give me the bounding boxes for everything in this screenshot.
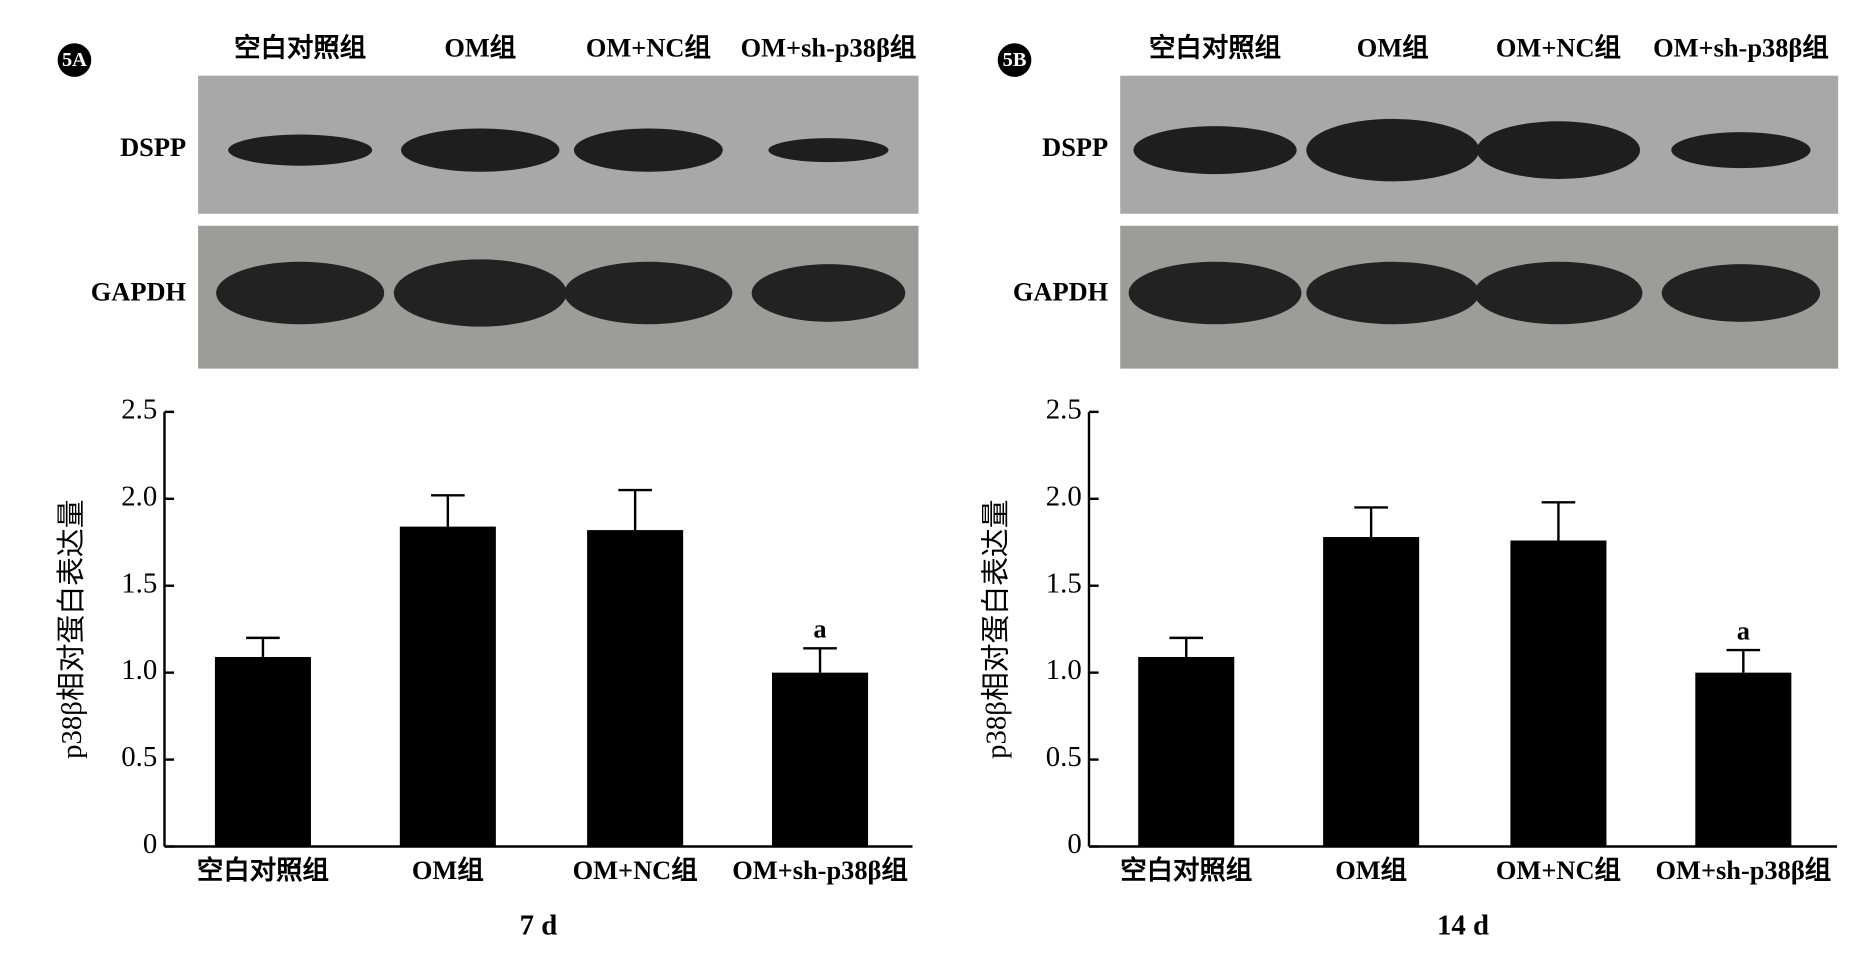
band [393,259,567,327]
band [1476,121,1641,179]
band [564,261,733,325]
panel-label: 5A [62,49,87,71]
panel-label-badge [997,43,1032,77]
y-tick-label: 2.0 [1046,480,1082,512]
y-tick-label: 0.5 [1046,741,1082,773]
lane-label: OM+sh-p38β组 [741,33,917,63]
x-tick-label: OM+sh-p38β组 [732,855,908,885]
band [1128,261,1302,325]
row-label: GAPDH [1013,276,1109,306]
x-tick-label: OM+NC组 [1496,855,1621,885]
band [1306,261,1480,325]
x-tick-label: OM组 [412,855,484,885]
error-bar [1726,648,1761,673]
band [1474,261,1643,325]
y-tick-label: 2.5 [1046,393,1082,425]
bar [1695,672,1792,847]
y-tick-label: 1.0 [121,654,157,686]
band [573,128,723,172]
row-label: DSPP [120,132,186,162]
y-tick-label: 1.5 [1046,567,1082,599]
lane-label: OM+NC组 [1496,33,1621,63]
lane-label: OM组 [1357,33,1429,63]
band [216,261,385,325]
x-axis-label: 7 d [520,910,558,942]
band [401,128,560,172]
error-bar [1169,636,1204,657]
y-tick-label: 2.0 [121,480,157,512]
bar [587,530,684,847]
error-bar [246,636,280,657]
x-tick-label: 空白对照组 [197,855,329,885]
panel-label-badge [57,43,92,77]
bar [1323,537,1420,847]
x-tick-label: OM+sh-p38β组 [1655,855,1831,885]
annotation: a [1737,615,1750,645]
lane-label: 空白对照组 [1149,33,1281,63]
y-tick-label: 1.0 [1046,654,1082,686]
band [1671,132,1811,169]
y-tick-label: 0 [143,828,157,860]
band [228,134,373,166]
bar [772,672,869,847]
band [1306,118,1480,182]
error-bar [618,488,652,531]
band [1133,126,1297,175]
y-axis-label: p38β相对蛋白表达量 [981,499,1013,758]
error-bar [1541,501,1576,541]
band [1661,264,1821,322]
y-tick-label: 0.5 [121,741,157,773]
x-tick-label: OM+NC组 [573,855,698,885]
x-tick-label: 空白对照组 [1120,855,1252,885]
band [768,138,889,163]
y-tick-label: 1.5 [121,567,157,599]
y-tick-label: 2.5 [121,393,157,425]
bar [1138,656,1235,847]
bar [399,526,496,847]
y-tick-label: 0 [1067,828,1081,860]
bar [214,656,311,847]
error-bar [431,494,465,527]
lane-label: OM组 [444,33,516,63]
band [751,264,906,322]
panel-label: 5B [1003,49,1027,71]
row-label: GAPDH [91,276,187,306]
error-bar [803,647,837,673]
x-tick-label: OM组 [1335,855,1407,885]
error-bar [1354,506,1388,538]
bar [1510,540,1607,847]
annotation: a [813,614,826,644]
lane-label: OM+NC组 [586,33,711,63]
x-axis-label: 14 d [1437,910,1489,942]
lane-label: OM+sh-p38β组 [1653,33,1829,63]
lane-label: 空白对照组 [234,33,366,63]
y-axis-label: p38β相对蛋白表达量 [56,499,88,758]
row-label: DSPP [1042,132,1108,162]
